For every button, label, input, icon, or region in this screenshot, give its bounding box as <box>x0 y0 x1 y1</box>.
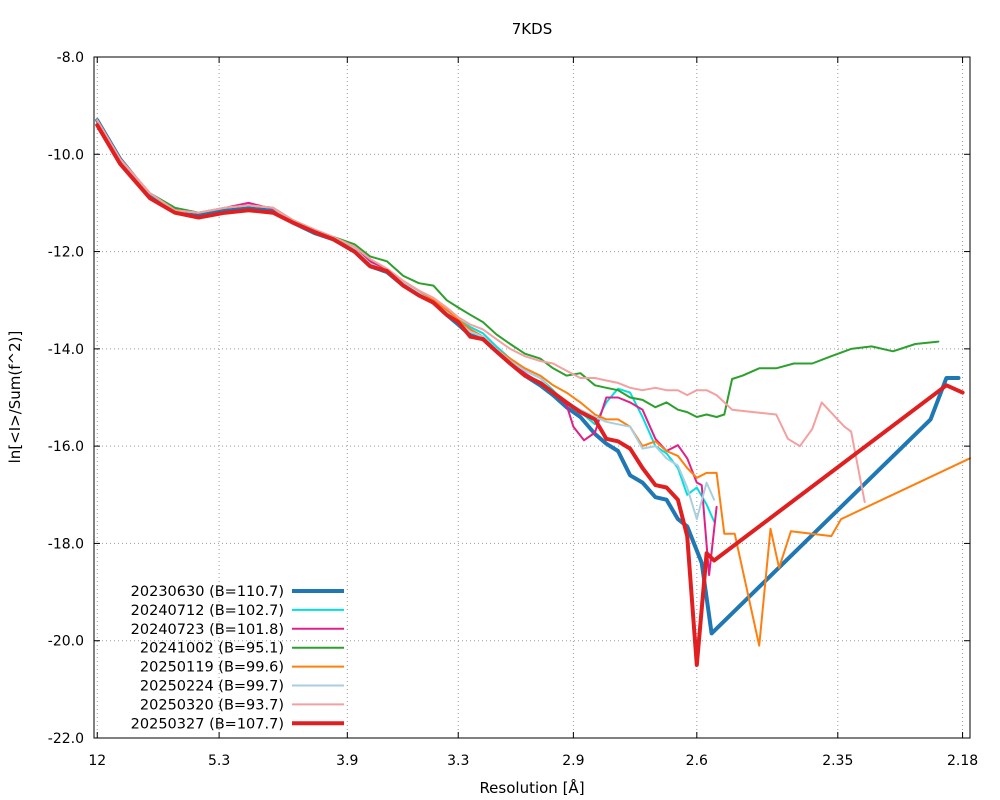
x-tick-label: 12 <box>88 753 106 769</box>
x-axis-title: Resolution [Å] <box>479 778 584 797</box>
x-tick-label: 2.18 <box>947 753 978 769</box>
x-tick-label: 3.3 <box>447 753 469 769</box>
axis-ticks: 12 5.3 3.9 3.3 2.9 2.6 2.35 2.18 -8.0 -10.0 -12.0 -… <box>48 50 978 769</box>
x-tick-label: 3.9 <box>336 753 358 769</box>
legend-label: 20240712 (B=102.7) <box>131 603 284 619</box>
y-tick-label: -20.0 <box>48 634 84 650</box>
legend-label: 20230630 (B=110.7) <box>131 584 284 600</box>
series-line-7 <box>95 123 965 667</box>
x-tick-label: 2.35 <box>822 753 853 769</box>
y-tick-label: -8.0 <box>57 50 84 66</box>
y-tick-label: -10.0 <box>48 147 84 163</box>
y-tick-label: -22.0 <box>48 731 84 747</box>
legend-label: 20241002 (B=95.1) <box>140 641 284 657</box>
series-line-6 <box>96 119 866 504</box>
x-tick-label: 5.3 <box>208 753 230 769</box>
legend: 20230630 (B=110.7) 20240712 (B=102.7) 2024… <box>131 584 344 732</box>
y-tick-label: -16.0 <box>48 439 84 455</box>
legend-label: 20250224 (B=99.7) <box>140 679 284 695</box>
y-tick-label: -12.0 <box>48 245 84 261</box>
plot-frame <box>93 56 971 739</box>
legend-label: 20250327 (B=107.7) <box>131 716 284 732</box>
x-tick-label: 2.6 <box>686 753 708 769</box>
legend-label: 20250320 (B=93.7) <box>140 697 284 713</box>
y-tick-label: -18.0 <box>48 536 84 552</box>
x-tick-label: 2.9 <box>562 753 584 769</box>
legend-label: 20240723 (B=101.8) <box>131 622 284 638</box>
series-lines <box>95 118 971 667</box>
legend-label: 20250119 (B=99.6) <box>140 660 284 676</box>
chart-title: 7KDS <box>512 20 552 38</box>
y-axis-title: ln[<I>/Sum(f^2)] <box>6 331 24 464</box>
y-tick-label: -14.0 <box>48 342 84 358</box>
